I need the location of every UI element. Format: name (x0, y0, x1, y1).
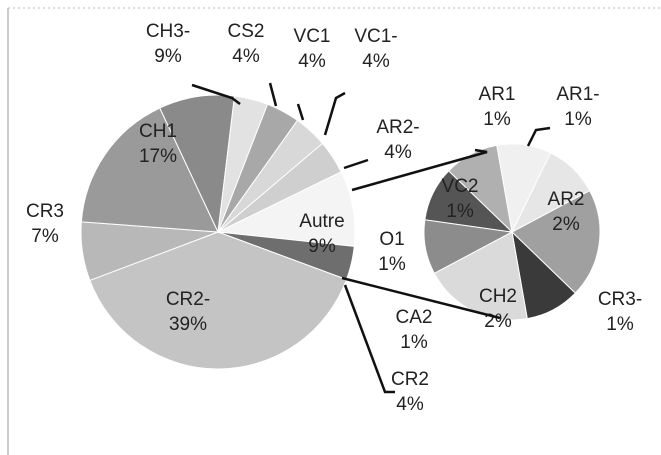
slice-label: CR3 (26, 201, 64, 222)
leader-line (191, 83, 241, 105)
connector (351, 148, 488, 192)
slice-value: 4% (396, 394, 424, 415)
slice-value: 7% (31, 226, 59, 247)
slice-label: AR2 (548, 189, 585, 210)
slice-value: 39% (169, 314, 207, 335)
leader-line (343, 284, 395, 394)
slice-label: CR2 (391, 369, 429, 390)
pie-slice (80, 107, 219, 233)
slice-label: CH3- (146, 21, 190, 42)
slice-label: AR1 (479, 84, 516, 105)
leader-line (343, 158, 369, 170)
slice-value: 1% (483, 109, 511, 130)
pie-slice (511, 190, 601, 294)
leader-line (296, 103, 305, 121)
slice-value: 1% (400, 332, 428, 353)
leader-line (526, 126, 551, 147)
pie-slice (89, 231, 348, 370)
leader-lines (191, 82, 551, 394)
slice-label: O1 (379, 229, 404, 250)
slice-value: 4% (232, 46, 260, 67)
slice-value: 9% (308, 236, 336, 257)
slice-label: AR2- (376, 117, 419, 138)
slice-label: CR3- (598, 289, 642, 310)
connector (341, 276, 501, 320)
slice-value: 17% (139, 146, 177, 167)
slice-value: 4% (298, 51, 326, 72)
slice-label: Autre (299, 211, 344, 232)
slice-value: 4% (384, 142, 412, 163)
pie-slice (447, 144, 513, 234)
slice-value: 1% (606, 314, 634, 335)
slice-label: VC2 (442, 176, 479, 197)
pie-slice (217, 142, 342, 233)
slice-value: 9% (154, 46, 182, 67)
slice-label: CA2 (396, 307, 433, 328)
slice-label: CS2 (228, 21, 265, 42)
leader-line (323, 91, 346, 136)
leader-line (268, 82, 278, 107)
slice-value: 4% (362, 51, 390, 72)
slice-label: AR1- (556, 84, 599, 105)
slice-label: CR2- (166, 289, 210, 310)
slice-value: 2% (552, 214, 580, 235)
slice-label: VC1- (354, 26, 397, 47)
slice-value: 1% (378, 254, 406, 275)
slice-label: VC1 (294, 26, 331, 47)
slice-label: CH1 (139, 121, 177, 142)
slice-value: 1% (446, 201, 474, 222)
slice-value: 1% (564, 109, 592, 130)
slice-label: CH2 (479, 286, 517, 307)
